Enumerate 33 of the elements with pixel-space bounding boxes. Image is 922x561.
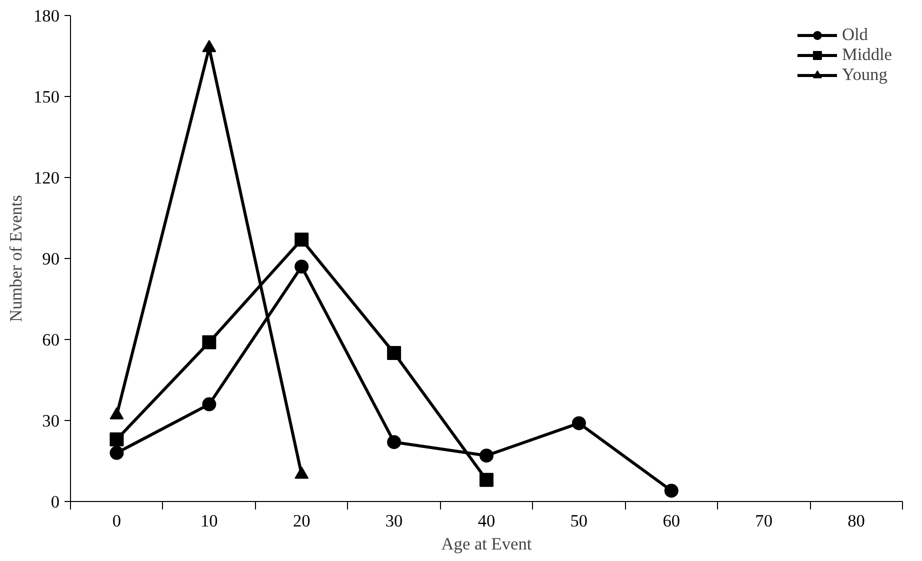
point — [480, 472, 494, 487]
x-tick-label: 50 — [570, 512, 588, 530]
legend-label: Young — [842, 65, 888, 85]
y-tick-label: 120 — [34, 168, 60, 188]
point — [294, 232, 309, 247]
point — [387, 435, 402, 450]
y-tick-label: 180 — [34, 6, 60, 26]
x-tick-label: 40 — [478, 512, 496, 530]
point — [202, 397, 216, 412]
x-axis-title: Age at Event — [441, 534, 532, 554]
point — [294, 260, 309, 274]
x-tick-label: 20 — [292, 512, 310, 530]
x-tick-label: 80 — [848, 512, 865, 530]
point — [202, 335, 216, 350]
point — [387, 346, 402, 360]
x-tick-label: 30 — [385, 512, 403, 530]
x-tick-label: 10 — [200, 512, 218, 530]
point — [664, 484, 678, 498]
x-tick-label: 60 — [662, 512, 680, 530]
y-tick-label: 0 — [50, 492, 60, 512]
point — [110, 446, 124, 460]
point — [110, 432, 124, 446]
x-tick-label: 70 — [755, 512, 772, 530]
y-axis-title: Number of Events — [6, 194, 26, 322]
legend-label: Old — [842, 25, 868, 45]
legend-label: Middle — [842, 45, 892, 65]
y-tick-label: 90 — [42, 250, 60, 268]
y-tick-label: 60 — [42, 330, 60, 350]
y-tick-label: 30 — [42, 412, 60, 430]
y-tick-label: 150 — [34, 88, 60, 106]
x-tick-label: 0 — [112, 512, 122, 530]
point — [480, 448, 494, 463]
point — [572, 416, 586, 430]
